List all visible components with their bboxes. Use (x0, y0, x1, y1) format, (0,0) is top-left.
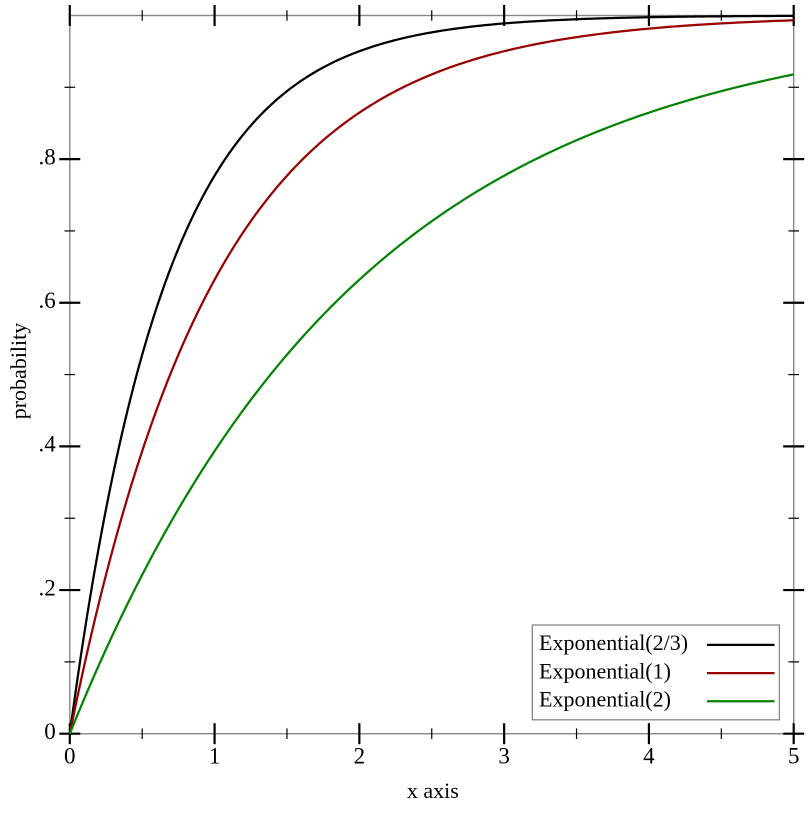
svg-text:.6: .6 (39, 288, 56, 313)
svg-text:1: 1 (209, 744, 221, 769)
svg-text:3: 3 (498, 744, 510, 769)
svg-text:Exponential(2/3): Exponential(2/3) (539, 630, 688, 655)
svg-text:Exponential(2): Exponential(2) (539, 687, 671, 712)
svg-text:x axis: x axis (407, 778, 459, 803)
svg-text:0: 0 (44, 719, 56, 744)
svg-text:Exponential(1): Exponential(1) (539, 658, 671, 683)
svg-text:.4: .4 (39, 432, 57, 457)
svg-text:0: 0 (64, 744, 76, 769)
svg-text:probability: probability (6, 323, 31, 420)
svg-text:.8: .8 (39, 144, 56, 169)
svg-text:.2: .2 (39, 575, 56, 600)
svg-text:4: 4 (643, 744, 655, 769)
svg-text:2: 2 (354, 744, 366, 769)
svg-text:5: 5 (788, 744, 800, 769)
